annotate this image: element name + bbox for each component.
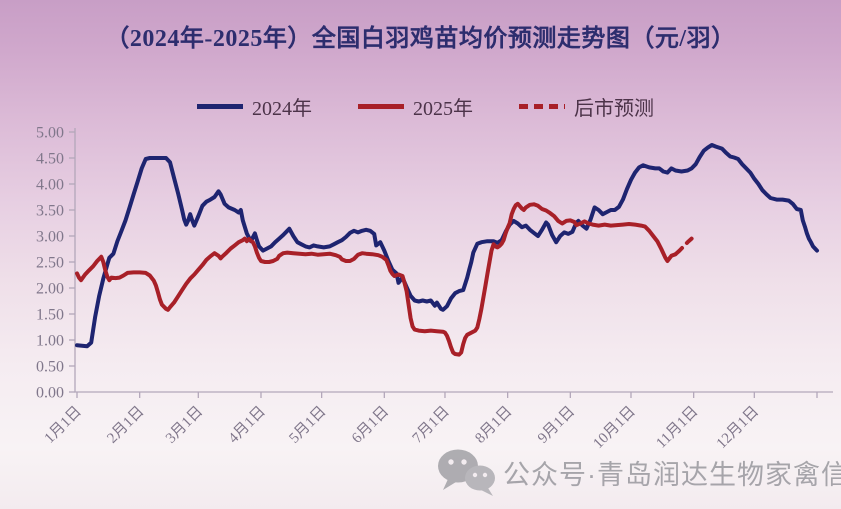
x-axis-tick-label: 5月1日 <box>286 404 329 447</box>
legend-label: 2024年 <box>252 97 312 120</box>
y-axis-tick-label: 0.00 <box>36 385 64 402</box>
x-axis-tick-label: 2月1日 <box>104 404 147 447</box>
legend-item-2025: 2025年 <box>358 92 473 121</box>
y-axis-tick-label: 3.50 <box>36 203 64 220</box>
series-line-forecast <box>673 236 694 257</box>
y-axis-tick-label: 2.00 <box>36 281 64 298</box>
legend-dashed-swatch-forecast <box>519 103 565 109</box>
x-axis-tick-label: 11月1日 <box>653 404 701 452</box>
y-axis-tick-label: 2.50 <box>36 255 64 272</box>
legend-item-2024: 2024年 <box>197 92 312 121</box>
x-axis-tick-label: 4月1日 <box>226 404 269 447</box>
y-axis-tick-label: 4.00 <box>36 177 64 194</box>
watermark-text: 公众号·青岛润达生物家禽信息 <box>503 459 841 490</box>
legend-label: 后市预测 <box>574 97 654 120</box>
y-axis-tick-label: 5.00 <box>36 125 64 142</box>
series-line-2024 <box>75 143 819 349</box>
legend-line-swatch-2025 <box>358 103 404 109</box>
chart-legend: 2024年 2025年 后市预测 <box>197 95 654 120</box>
series-line-2025 <box>75 201 678 357</box>
y-axis-tick-label: 1.00 <box>36 333 64 350</box>
legend-line-swatch-2024 <box>197 103 243 109</box>
watermark: 公众号·青岛润达生物家禽信息 <box>436 447 841 497</box>
legend-item-forecast: 后市预测 <box>519 92 654 121</box>
legend-label: 2025年 <box>413 97 473 120</box>
y-axis-tick-label: 4.50 <box>36 151 64 168</box>
x-axis-tick-label: 7月1日 <box>410 404 453 447</box>
x-axis-tick-label: 3月1日 <box>163 404 206 447</box>
x-axis-tick-label: 6月1日 <box>349 404 392 447</box>
x-axis-tick-label: 9月1日 <box>535 404 578 447</box>
x-axis-tick-label: 10月1日 <box>590 404 638 452</box>
x-axis-tick-label: 12月1日 <box>714 404 762 452</box>
x-axis-tick-label: 8月1日 <box>472 404 515 447</box>
y-axis-tick-label: 0.50 <box>36 359 64 376</box>
y-axis-tick-label: 3.00 <box>36 229 64 246</box>
wechat-icon <box>438 449 495 496</box>
y-axis-tick-label: 1.50 <box>36 307 64 324</box>
page-title: （2024年-2025年）全国白羽鸡苗均价预测走势图（元/羽） <box>105 26 736 52</box>
x-axis-tick-label: 1月1日 <box>42 404 85 447</box>
